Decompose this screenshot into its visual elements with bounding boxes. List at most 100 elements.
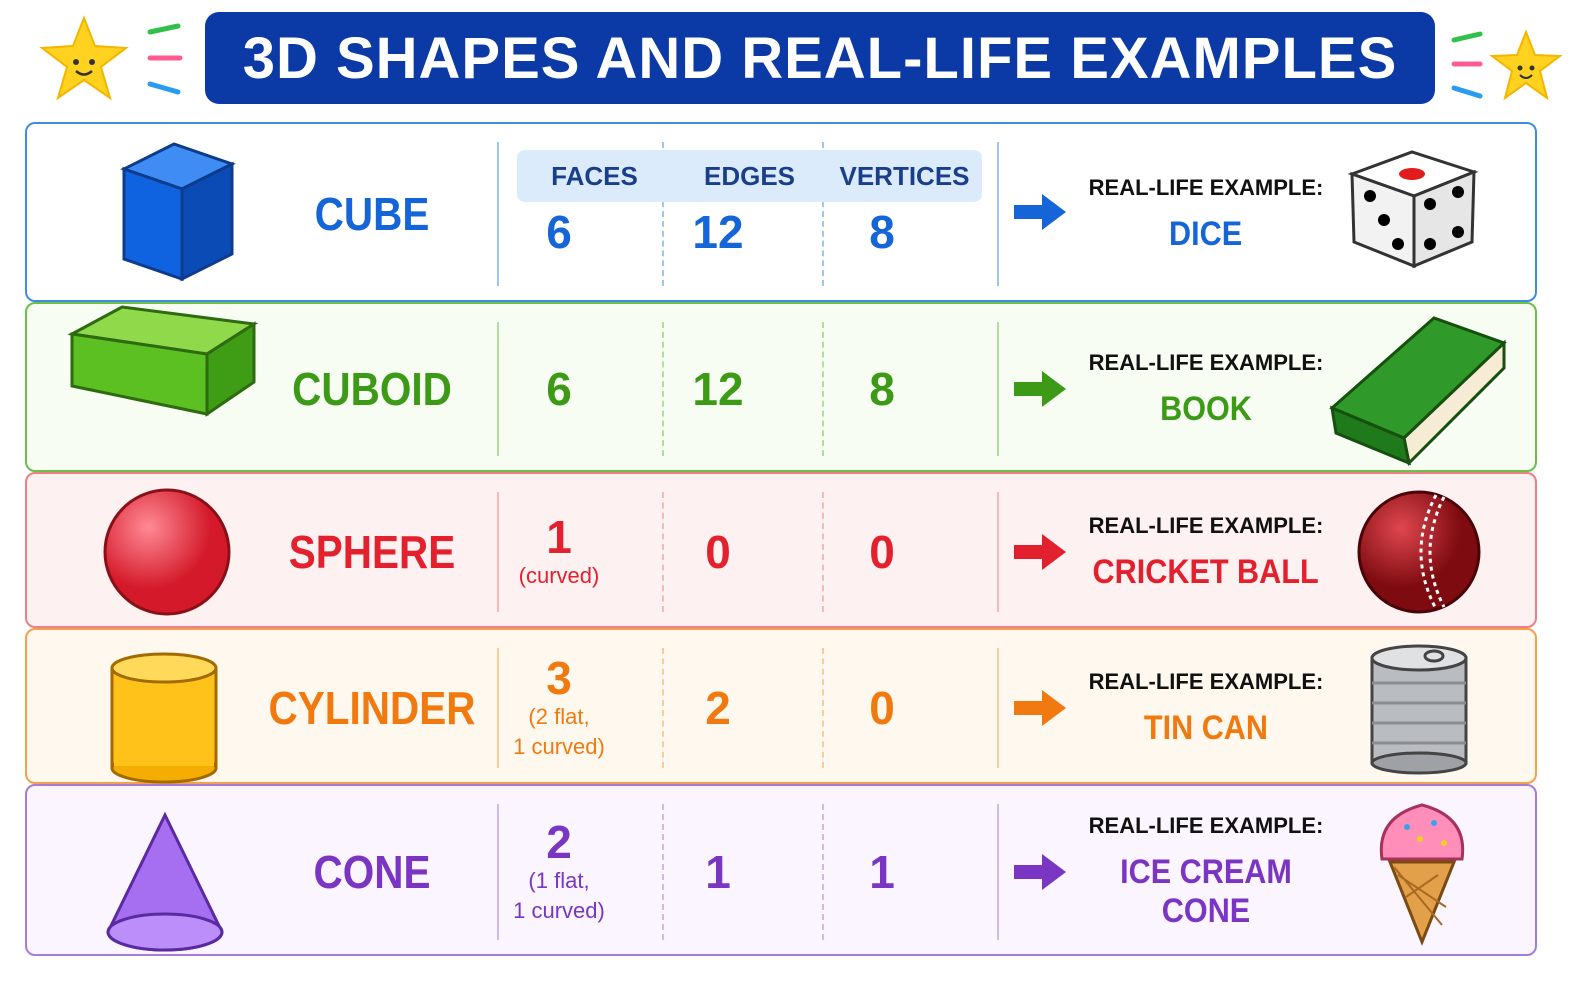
edges-cell: 12 (638, 160, 798, 304)
example-label: REAL-LIFE EXAMPLE: (1088, 668, 1324, 694)
example-name: ICE CREAM CONE (1120, 853, 1292, 930)
faces-cell: 6 (479, 160, 639, 304)
vertices-cell: 0 (802, 474, 962, 630)
faces-note: (1 flat, (528, 868, 590, 893)
column-header: FACES (551, 160, 638, 191)
arrow (1012, 192, 1068, 237)
example-name: DICE (1169, 214, 1243, 253)
vertices-value: 0 (869, 526, 895, 578)
table-row: SPHERE 1 (curved) 0 0 REAL-LIFE EXAMPLE: CRICK… (25, 472, 1537, 628)
faces-note: (curved) (518, 563, 600, 588)
shape-name: SPHERE (288, 526, 456, 578)
example-image (1372, 797, 1472, 952)
faces-value: 3 (546, 652, 572, 704)
example-label: REAL-LIFE EXAMPLE: (1088, 349, 1324, 375)
vertices-cell: 1 (802, 786, 962, 958)
edges-cell: 12 (638, 304, 798, 474)
shape-image (62, 289, 262, 434)
decoration-left (39, 15, 183, 101)
shape-image (97, 482, 237, 627)
table-row: CONE 2 (1 flat, 1 curved) 1 1 REAL-LIFE EXAMPL… (25, 784, 1537, 956)
vertices-cell: 0 (802, 630, 962, 786)
arrow (1012, 688, 1068, 733)
column-divider (497, 142, 499, 286)
example-image (1324, 313, 1509, 473)
faces-value: 2 (546, 816, 572, 868)
column-divider (662, 322, 664, 456)
shape-image (104, 648, 224, 793)
shape-image (94, 139, 244, 294)
column-divider (822, 142, 824, 286)
table-row: CYLINDER 3 (2 flat, 1 curved) 2 0 REAL-LIFE EX… (25, 628, 1537, 784)
column-divider (662, 142, 664, 286)
vertices-cell: 8 (802, 160, 962, 304)
example-image (1364, 638, 1474, 783)
column-divider (662, 804, 664, 940)
example-image (1342, 144, 1482, 279)
example-cell: REAL-LIFE EXAMPLE: BOOK (1067, 304, 1345, 474)
edges-value: 12 (692, 363, 744, 415)
example-name: TIN CAN (1143, 708, 1269, 747)
column-divider (497, 322, 499, 456)
example-cell: REAL-LIFE EXAMPLE: ICE CREAM CONE (1067, 786, 1345, 958)
arrow (1012, 852, 1068, 897)
edges-cell: 0 (638, 474, 798, 630)
example-label: REAL-LIFE EXAMPLE: (1088, 174, 1324, 200)
shape-name: CUBE (314, 188, 430, 240)
column-divider (997, 322, 999, 456)
column-divider (662, 492, 664, 612)
vertices-value: 1 (869, 846, 895, 898)
vertices-cell: 8 (802, 304, 962, 474)
edges-value: 1 (705, 846, 731, 898)
example-name: BOOK (1160, 389, 1252, 428)
column-divider (497, 492, 499, 612)
faces-cell: 2 (1 flat, 1 curved) (479, 786, 639, 958)
faces-cell: 3 (2 flat, 1 curved) (479, 630, 639, 786)
edges-value: 2 (705, 682, 731, 734)
table-row: CUBOID 6 12 8 REAL-LIFE EXAMPLE: BOOK (25, 302, 1537, 472)
table-row: CUBE 6 12 8 REAL-LIFE EXAMPLE: DICE FACES EDGES… (25, 122, 1537, 302)
column-divider (497, 648, 499, 768)
example-name: CRICKET BALL (1092, 552, 1320, 591)
example-image (1354, 487, 1484, 622)
edges-cell: 1 (638, 786, 798, 958)
faces-value: 1 (546, 511, 572, 563)
title: 3D SHAPES AND REAL-LIFE EXAMPLES (205, 12, 1435, 104)
column-headers: FACES EDGES VERTICES (517, 150, 982, 202)
vertices-value: 8 (869, 363, 895, 415)
column-divider (997, 804, 999, 940)
faces-value: 6 (546, 206, 572, 258)
faces-value: 6 (546, 363, 572, 415)
column-divider (997, 142, 999, 286)
shape-image (100, 807, 230, 962)
shape-name: CUBOID (292, 363, 452, 415)
arrow (1012, 369, 1068, 414)
column-divider (822, 492, 824, 612)
example-cell: REAL-LIFE EXAMPLE: TIN CAN (1067, 630, 1345, 786)
column-divider (997, 492, 999, 612)
vertices-value: 0 (869, 682, 895, 734)
edges-cell: 2 (638, 630, 798, 786)
example-cell: REAL-LIFE EXAMPLE: CRICKET BALL (1067, 474, 1345, 630)
column-divider (997, 648, 999, 768)
example-cell: REAL-LIFE EXAMPLE: DICE (1067, 124, 1345, 304)
faces-note: 1 curved) (513, 734, 605, 759)
example-label: REAL-LIFE EXAMPLE: (1088, 512, 1324, 538)
column-header: EDGES (703, 160, 796, 191)
vertices-value: 8 (869, 206, 895, 258)
shape-name: CYLINDER (268, 682, 476, 734)
faces-note: 1 curved) (513, 898, 605, 923)
decoration-right (1451, 29, 1563, 101)
column-divider (662, 648, 664, 768)
column-divider (822, 804, 824, 940)
faces-cell: 1 (curved) (479, 474, 639, 630)
shape-name: CONE (313, 846, 431, 898)
example-label: REAL-LIFE EXAMPLE: (1088, 813, 1324, 838)
edges-value: 12 (692, 206, 744, 258)
faces-cell: 6 (479, 304, 639, 474)
faces-note: (2 flat, (528, 704, 590, 729)
arrow (1012, 532, 1068, 577)
column-divider (497, 804, 499, 940)
edges-value: 0 (705, 526, 731, 578)
